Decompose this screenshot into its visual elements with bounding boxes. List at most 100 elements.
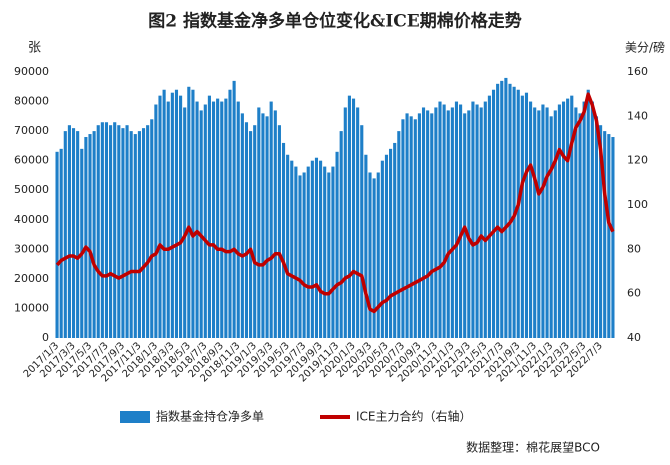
bar [389, 148, 393, 338]
bar [63, 131, 67, 338]
bar [524, 92, 529, 338]
bar [203, 104, 207, 338]
bar [232, 80, 236, 338]
y2-tick-label: 60 [627, 287, 641, 300]
bar [150, 119, 154, 339]
bar [133, 134, 137, 338]
y2-tick-label: 140 [627, 109, 648, 122]
bar [92, 131, 96, 338]
bar [195, 101, 199, 338]
bar [286, 154, 290, 338]
y-tick-label: 10000 [14, 301, 49, 314]
bar [413, 119, 417, 339]
bar [117, 125, 121, 338]
bar [162, 89, 166, 338]
source: 数据整理：棉花展望BCO [466, 440, 600, 455]
bar [397, 131, 401, 338]
bar [508, 83, 512, 338]
y2-tick-label: 160 [627, 65, 648, 78]
bar [347, 95, 351, 339]
bar [302, 172, 306, 338]
y-tick-label: 80000 [14, 95, 49, 108]
y-tick-label: 0 [42, 331, 49, 344]
bar [434, 107, 438, 338]
bar [364, 154, 368, 338]
bar [393, 142, 397, 338]
bar [277, 125, 281, 338]
bar [199, 110, 203, 338]
bar [261, 113, 265, 338]
bar [496, 83, 500, 338]
bar [483, 101, 487, 338]
bar [467, 110, 471, 338]
bar [244, 122, 249, 338]
bar [537, 110, 541, 338]
y-tick-label: 30000 [14, 242, 49, 255]
bar [174, 89, 179, 338]
bar [240, 113, 244, 338]
bar [566, 98, 570, 338]
bar [475, 104, 479, 338]
y-tick-label: 70000 [14, 124, 49, 137]
bar [533, 107, 537, 338]
bar [146, 125, 150, 338]
bar [166, 101, 170, 338]
y-tick-label: 20000 [14, 272, 49, 285]
bar [121, 128, 125, 338]
bar [553, 110, 557, 338]
y-tick-label: 90000 [14, 65, 49, 78]
bar [471, 101, 475, 338]
bar [417, 113, 421, 338]
y2-tick-label: 80 [627, 242, 641, 255]
legend-label: 指数基金持仓净多单 [156, 409, 264, 424]
y-tick-label: 50000 [14, 183, 49, 196]
bar [549, 116, 553, 338]
bar [607, 134, 611, 338]
bar [599, 125, 603, 338]
legend-label: ICE主力合约（右轴） [356, 409, 472, 424]
bar [310, 160, 314, 338]
bar [561, 101, 566, 338]
bar [339, 131, 343, 338]
bar [298, 175, 302, 338]
bar [211, 101, 216, 338]
bar [249, 131, 253, 338]
bar [360, 125, 364, 338]
bar [430, 113, 434, 338]
bar [500, 80, 504, 338]
bar [269, 101, 273, 338]
bar [67, 125, 71, 338]
bar [335, 151, 339, 338]
bar [179, 95, 183, 339]
bar [586, 89, 590, 338]
bar [574, 107, 578, 338]
bar [80, 148, 84, 338]
bar [88, 134, 92, 338]
bar [158, 95, 162, 339]
bar [109, 125, 113, 338]
bar [611, 137, 615, 338]
bar [351, 98, 356, 338]
bar [294, 166, 298, 338]
bar [557, 104, 561, 338]
y-tick-label: 60000 [14, 154, 49, 167]
bar [84, 137, 88, 338]
bar [405, 113, 409, 338]
bar [582, 101, 586, 338]
bar [187, 86, 191, 339]
bar [59, 148, 63, 338]
bar [343, 107, 347, 338]
y2-axis-label: 美分/磅 [625, 40, 665, 55]
bar [384, 154, 389, 338]
bar [426, 110, 430, 338]
bar [104, 122, 109, 338]
y-tick-label: 40000 [14, 213, 49, 226]
bar [479, 107, 483, 338]
line [55, 92, 615, 314]
bar [253, 125, 257, 338]
bar [96, 125, 100, 338]
bar [290, 160, 294, 338]
bar [454, 101, 459, 338]
bar [603, 131, 607, 338]
